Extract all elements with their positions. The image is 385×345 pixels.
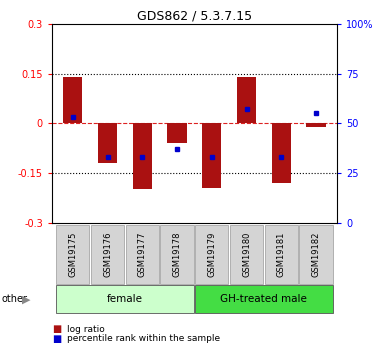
Bar xyxy=(202,124,221,188)
Text: GH-treated male: GH-treated male xyxy=(221,294,307,304)
Bar xyxy=(306,124,326,127)
FancyBboxPatch shape xyxy=(56,225,89,284)
FancyBboxPatch shape xyxy=(195,285,333,313)
Text: GSM19182: GSM19182 xyxy=(311,232,321,277)
Text: ■: ■ xyxy=(52,325,61,334)
FancyBboxPatch shape xyxy=(56,285,194,313)
FancyBboxPatch shape xyxy=(195,225,228,284)
Text: GSM19176: GSM19176 xyxy=(103,232,112,277)
FancyBboxPatch shape xyxy=(264,225,298,284)
Text: other: other xyxy=(2,294,28,304)
Text: ■: ■ xyxy=(52,334,61,344)
Bar xyxy=(133,124,152,189)
Bar xyxy=(237,77,256,124)
Bar xyxy=(98,124,117,163)
Text: GSM19177: GSM19177 xyxy=(138,232,147,277)
Bar xyxy=(272,124,291,183)
Text: GSM19175: GSM19175 xyxy=(68,232,77,277)
FancyBboxPatch shape xyxy=(230,225,263,284)
FancyBboxPatch shape xyxy=(126,225,159,284)
FancyBboxPatch shape xyxy=(161,225,194,284)
Text: ▶: ▶ xyxy=(22,294,31,304)
Text: percentile rank within the sample: percentile rank within the sample xyxy=(67,334,221,343)
Text: log ratio: log ratio xyxy=(67,325,105,334)
Text: female: female xyxy=(107,294,143,304)
FancyBboxPatch shape xyxy=(91,225,124,284)
Text: GSM19178: GSM19178 xyxy=(172,232,182,277)
Text: GSM19179: GSM19179 xyxy=(207,232,216,277)
Title: GDS862 / 5.3.7.15: GDS862 / 5.3.7.15 xyxy=(137,10,252,23)
Text: GSM19181: GSM19181 xyxy=(277,232,286,277)
Text: GSM19180: GSM19180 xyxy=(242,232,251,277)
Bar xyxy=(63,77,82,124)
FancyBboxPatch shape xyxy=(300,225,333,284)
Bar xyxy=(167,124,187,143)
